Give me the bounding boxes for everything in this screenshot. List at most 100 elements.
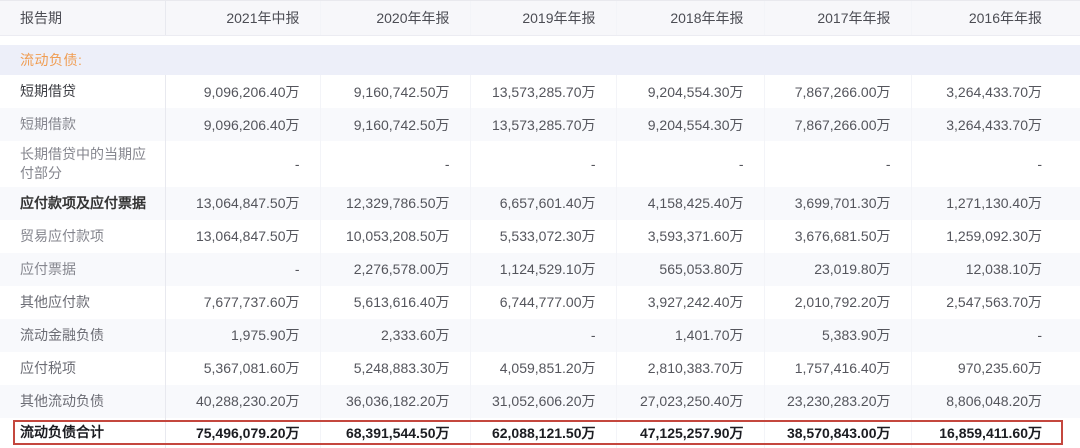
cell-value: 7,867,266.00万	[764, 75, 912, 108]
cell-value: 12,329,786.50万	[320, 186, 471, 220]
table-row-total: 流动负债合计 75,496,079.20万 68,391,544.50万 62,088…	[0, 417, 1080, 448]
column-header-period: 2016年年报	[911, 1, 1080, 36]
cell-value: 9,204,554.30万	[616, 75, 765, 108]
cell-value: 1,271,130.40万	[911, 186, 1080, 220]
table-row: 应付款项及应付票据 13,064,847.50万 12,329,786.50万 6,6…	[0, 186, 1080, 220]
cell-value: 9,096,206.40万	[165, 108, 321, 141]
cell-value: 2,810,383.70万	[616, 351, 765, 385]
table-row: 其他流动负债 40,288,230.20万 36,036,182.20万 31,052…	[0, 384, 1080, 418]
table-row: 短期借款 9,096,206.40万 9,160,742.50万 13,573,285…	[0, 108, 1080, 141]
row-label: 应付款项及应付票据	[0, 186, 166, 220]
row-label: 应付票据	[0, 252, 166, 286]
cell-value: 1,757,416.40万	[764, 351, 912, 385]
column-header-period: 2019年年报	[470, 1, 617, 36]
table-row: 贸易应付款项 13,064,847.50万 10,053,208.50万 5,533,…	[0, 219, 1080, 253]
cell-value: 3,593,371.60万	[616, 219, 765, 253]
cell-value: -	[470, 318, 617, 352]
section-label-current-liabilities: 流动负债:	[20, 52, 83, 68]
cell-value: 2,010,792.20万	[764, 285, 912, 319]
cell-value: -	[165, 141, 321, 187]
cell-value: -	[1037, 155, 1042, 172]
cell-value: -	[320, 141, 471, 187]
cell-value: 12,038.10万	[911, 252, 1080, 286]
cell-value: 36,036,182.20万	[320, 384, 471, 418]
cell-value: 5,383.90万	[764, 318, 912, 352]
cell-value: 970,235.60万	[957, 360, 1042, 377]
cell-value: 9,160,742.50万	[320, 75, 471, 108]
row-label: 流动负债合计	[0, 417, 1063, 448]
row-label: 贸易应付款项	[0, 219, 166, 253]
cell-value: 1,259,092.30万	[946, 228, 1042, 245]
cell-value: 6,744,777.00万	[470, 285, 617, 319]
cell-value: 8,806,048.20万	[911, 384, 1080, 418]
cell-value: 38,570,843.00万	[764, 417, 912, 448]
row-label: 其他流动负债	[0, 384, 166, 418]
cell-value: 9,204,554.30万	[616, 108, 765, 141]
cell-value: 75,496,079.20万	[165, 417, 321, 448]
cell-value: 7,867,266.00万	[764, 108, 912, 141]
header-spacer	[0, 35, 1080, 45]
section-row-current-liabilities: 流动负债:	[0, 45, 1080, 75]
table-row: 其他应付款 7,677,737.60万 5,613,616.40万 6,744,777…	[0, 285, 1080, 319]
column-header-period: 2018年年报	[616, 1, 765, 36]
row-label: 流动金融负债	[0, 318, 166, 352]
cell-value: 2,333.60万	[320, 318, 471, 352]
row-label: 短期借款	[0, 108, 166, 141]
cell-value: -	[911, 318, 1080, 352]
cell-value: 10,053,208.50万	[320, 219, 471, 253]
cell-value: -	[470, 141, 617, 187]
cell-value: 31,052,606.20万	[470, 384, 617, 418]
cell-value: 23,019.80万	[764, 252, 912, 286]
cell-value: 13,573,285.70万	[470, 108, 617, 141]
cell-value: 1,401.70万	[616, 318, 765, 352]
cell-value: 68,391,544.50万	[320, 417, 471, 448]
cell-value: 62,088,121.50万	[470, 417, 617, 448]
cell-value: 23,230,283.20万	[764, 384, 912, 418]
column-header-period: 2017年年报	[764, 1, 912, 36]
cell-value: 2,276,578.00万	[320, 252, 471, 286]
row-label: 短期借贷	[0, 75, 166, 108]
cell-value: 13,064,847.50万	[165, 219, 321, 253]
cell-value: 9,160,742.50万	[320, 108, 471, 141]
cell-value: -	[764, 141, 912, 187]
cell-value: 3,264,433.70万	[911, 108, 1080, 141]
cell-value: 13,573,285.70万	[470, 75, 617, 108]
table-row: 短期借贷 9,096,206.40万 9,160,742.50万 13,573,285…	[0, 75, 1080, 108]
cell-value: 7,677,737.60万	[165, 285, 321, 319]
cell-value: 2,547,563.70万	[946, 294, 1042, 311]
cell-value: 13,064,847.50万	[165, 186, 321, 220]
cell-value: 27,023,250.40万	[616, 384, 765, 418]
row-label: 应付税项	[0, 351, 166, 385]
column-header-period: 2021年中报	[165, 1, 321, 36]
column-header-report-period: 报告期	[0, 1, 166, 36]
cell-value: 9,096,206.40万	[165, 75, 321, 108]
cell-value: -	[165, 252, 321, 286]
cell-value: 3,676,681.50万	[764, 219, 912, 253]
cell-value: 16,859,411.60万	[939, 424, 1042, 441]
table-row: 应付票据 -2,276,578.00万 1,124,529.10万 565,053.8…	[0, 252, 1080, 286]
table-header-row: 报告期 2021年中报 2020年年报 2019年年报 2018年年报 2017年年报 2…	[0, 1, 1080, 36]
cell-value: 3,927,242.40万	[616, 285, 765, 319]
cell-value: 1,124,529.10万	[470, 252, 617, 286]
cell-value: 3,264,433.70万	[946, 83, 1042, 100]
table-row: 应付税项 5,367,081.60万 5,248,883.30万 4,059,851.…	[0, 351, 1080, 385]
cell-value: 4,158,425.40万	[616, 186, 765, 220]
cell-value: 3,699,701.30万	[764, 186, 912, 220]
cell-value: 47,125,257.90万	[616, 417, 765, 448]
cell-value: -	[616, 141, 765, 187]
cell-value: 5,533,072.30万	[470, 219, 617, 253]
cell-value: 5,248,883.30万	[320, 351, 471, 385]
table-row: 流动金融负债 1,975.90万 2,333.60万 -1,401.70万 5,383.…	[0, 318, 1080, 352]
cell-value: 6,657,601.40万	[470, 186, 617, 220]
row-label: 长期借贷中的当期应付部分	[0, 141, 166, 187]
cell-value: 5,367,081.60万	[165, 351, 321, 385]
table-row: 长期借贷中的当期应付部分 - - - - - -	[0, 141, 1080, 187]
cell-value: 1,975.90万	[165, 318, 321, 352]
cell-value: 40,288,230.20万	[165, 384, 321, 418]
cell-value: 5,613,616.40万	[320, 285, 471, 319]
row-label: 其他应付款	[0, 285, 166, 319]
column-header-period: 2020年年报	[320, 1, 471, 36]
cell-value: 565,053.80万	[616, 252, 765, 286]
